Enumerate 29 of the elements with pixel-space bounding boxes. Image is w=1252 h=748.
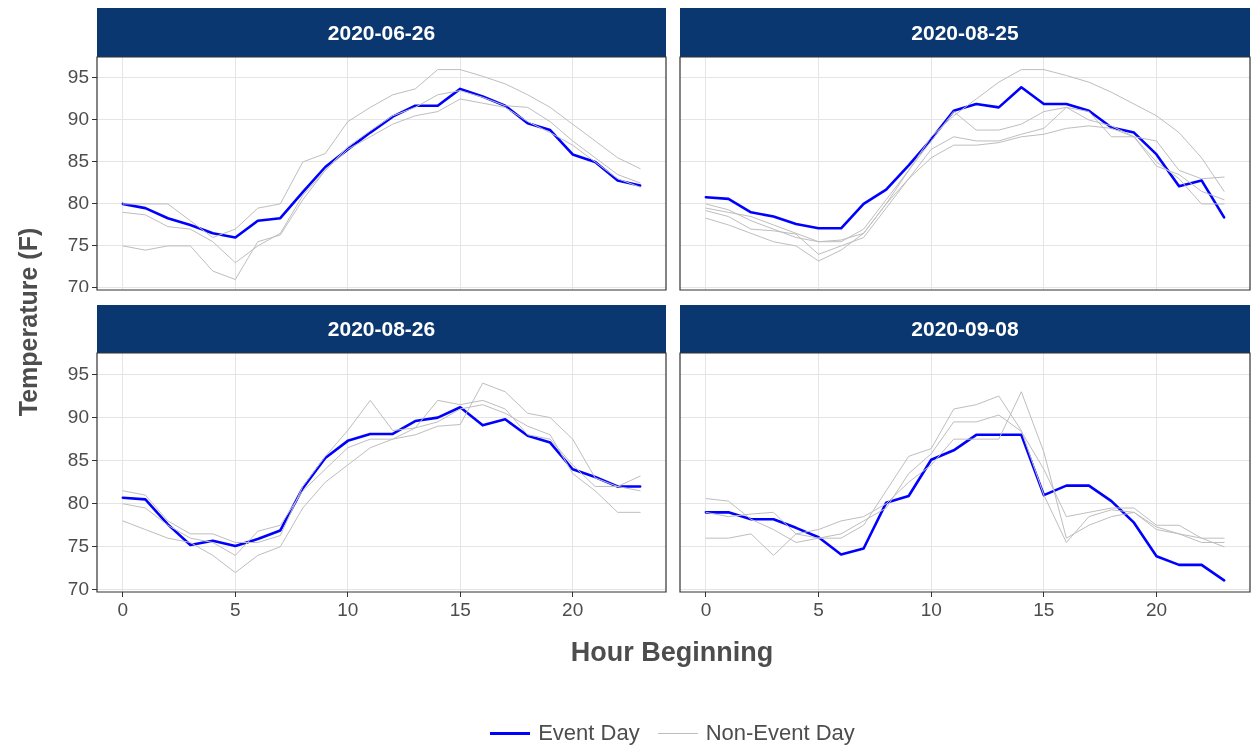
y-tick-label: 70 (67, 578, 89, 600)
x-axis-title: Hour Beginning (570, 636, 774, 668)
x-tick-label: 5 (813, 598, 824, 620)
x-tick-label: 10 (337, 598, 359, 620)
legend-label: Event Day (538, 720, 640, 746)
y-axis-title: Temperature (F) (13, 227, 43, 417)
y-tick-label: 75 (67, 535, 89, 557)
x-tick-label: 0 (700, 598, 712, 620)
x-tick-label: 15 (449, 598, 471, 620)
y-tick-label: 90 (67, 108, 89, 130)
y-tick-label: 95 (67, 362, 89, 384)
x-tick-label: 15 (1033, 598, 1055, 620)
chart-title: 2020-08-25 (680, 8, 1250, 57)
x-tick-label: 20 (562, 598, 584, 620)
x-tick-label: 0 (117, 598, 129, 620)
y-tick-label: 75 (67, 234, 89, 256)
y-tick-label: 95 (67, 66, 89, 88)
chart-title: 2020-06-26 (97, 8, 666, 57)
y-tick-label: 85 (67, 150, 89, 172)
x-tick-label: 5 (230, 598, 241, 620)
chart-title: 2020-08-26 (97, 305, 666, 353)
y-tick-label: 90 (67, 405, 89, 427)
y-tick-label: 85 (67, 448, 89, 470)
x-tick-label: 20 (1145, 598, 1168, 620)
y-tick-label: 80 (67, 192, 89, 214)
x-tick-label: 10 (920, 598, 942, 620)
y-tick-label: 80 (67, 491, 89, 513)
chart-title: 2020-09-08 (680, 305, 1250, 353)
legend-label: Non-Event Day (705, 720, 855, 746)
